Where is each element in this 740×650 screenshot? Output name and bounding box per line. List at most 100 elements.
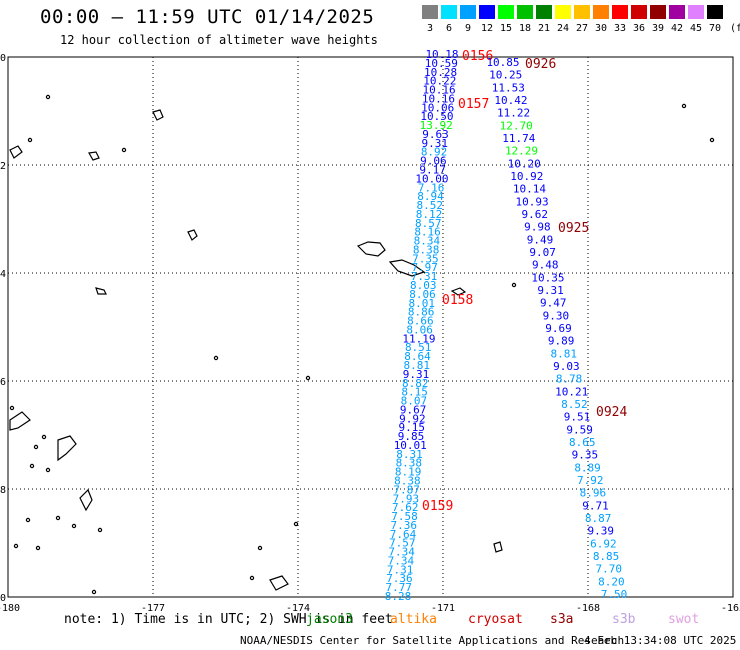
scale-label: 70	[708, 23, 722, 34]
wave-height-label: 8.51	[405, 341, 432, 354]
wave-height-label: 8.01	[409, 297, 436, 310]
wave-height-label: 12.70	[500, 119, 533, 132]
wave-height-label: 10.59	[425, 57, 458, 70]
wave-height-label: 8.96	[580, 487, 607, 500]
wave-height-label: 7.70	[595, 563, 622, 576]
generation-timestamp: 4 Feb 13:34:08 UTC 2025	[584, 634, 737, 647]
map-border	[7, 56, 734, 598]
islet-outline	[13, 543, 19, 549]
scale-label: 45	[689, 23, 703, 34]
wave-height-label: 8.81	[404, 359, 431, 372]
islet-outline	[35, 545, 41, 551]
islet-outline	[249, 575, 255, 581]
islet-outline	[293, 521, 299, 527]
lon-tick-label: -180	[0, 603, 20, 614]
islet-outline	[91, 589, 97, 595]
wave-height-label: 10.50	[420, 110, 453, 123]
wave-height-label: 8.66	[407, 315, 434, 328]
islet-outline	[71, 523, 77, 529]
islet-outline	[41, 434, 47, 440]
island-outline	[9, 145, 23, 159]
wave-height-label: 7.64	[390, 528, 417, 541]
scale-label: 15	[499, 23, 513, 34]
scale-label: 18	[518, 23, 532, 34]
wave-height-label: 7.34	[388, 546, 415, 559]
wave-height-label: 7.62	[392, 501, 419, 514]
wave-height-label: 10.20	[508, 157, 541, 170]
satellite-legend-item: altika	[390, 612, 437, 627]
wave-height-label: 11.53	[492, 81, 525, 94]
island-outline	[57, 435, 77, 462]
wave-height-label: 9.31	[403, 368, 430, 381]
pass-time-label: 0925	[558, 221, 589, 236]
pass-time-label: 0157	[458, 97, 489, 112]
scale-label: 12	[480, 23, 494, 34]
wave-height-label: 8.89	[574, 461, 601, 474]
wave-height-label: 8.82	[402, 377, 429, 390]
wave-height-label: 10.93	[516, 195, 549, 208]
wave-height-label: 9.85	[398, 430, 425, 443]
wave-height-label: 9.69	[545, 322, 572, 335]
islet-outline	[709, 137, 715, 143]
scale-swatch	[631, 5, 647, 19]
scale-label: 24	[556, 23, 570, 34]
wave-height-label: 8.34	[414, 235, 441, 248]
island-outline	[187, 229, 198, 241]
lon-tick-label: -168	[576, 603, 600, 614]
island-outline	[88, 151, 100, 161]
wave-height-label: 8.52	[561, 398, 588, 411]
island-outline	[493, 541, 503, 553]
wave-height-label: 8.38	[413, 243, 440, 256]
island-outline	[79, 488, 93, 512]
scale-swatch	[669, 5, 685, 19]
island-outline	[388, 259, 426, 277]
scale-swatch	[536, 5, 552, 19]
wave-height-label: 10.01	[394, 439, 427, 452]
wave-height-label: 9.03	[553, 360, 580, 373]
lon-tick-label: -171	[431, 603, 455, 614]
island-outline	[450, 287, 467, 296]
scale-swatch	[555, 5, 571, 19]
wave-height-label: 10.14	[513, 183, 546, 196]
wave-height-label: 9.59	[566, 423, 593, 436]
pass-time-label: 0926	[525, 57, 556, 72]
wave-height-label: 6.92	[590, 537, 617, 550]
land-outlines	[9, 94, 715, 595]
wave-height-label: 7.34	[388, 554, 415, 567]
scale-label: 33	[613, 23, 627, 34]
wave-height-label: 10.25	[489, 69, 522, 82]
wave-height-label: 9.67	[400, 403, 427, 416]
wave-height-label: 7.36	[391, 519, 418, 532]
wave-height-label: 12.29	[505, 145, 538, 158]
wave-height-label: 9.06	[420, 155, 447, 168]
map-frame	[7, 56, 734, 598]
scale-swatch	[574, 5, 590, 19]
wave-height-label: 7.16	[418, 181, 445, 194]
wave-height-label: 7.36	[386, 572, 413, 585]
map-subtitle: 12 hour collection of altimeter wave hei…	[60, 33, 378, 47]
scale-swatch	[479, 5, 495, 19]
satellite-legend-item: s3a	[550, 612, 574, 627]
wave-height-label: 10.28	[424, 66, 457, 79]
wave-height-label: 9.62	[521, 208, 548, 221]
wave-height-label: 8.81	[551, 347, 578, 360]
wave-height-label: 9.39	[588, 525, 615, 538]
wave-height-label: 7.92	[577, 474, 604, 487]
wave-height-label: 11.19	[402, 332, 435, 345]
lat-lon-grid	[8, 57, 733, 597]
lat-tick-label: -16	[0, 377, 6, 388]
scale-label: 6	[445, 23, 453, 34]
lat-tick-label: -14	[0, 269, 6, 280]
pass-time-label: 0158	[442, 293, 473, 308]
scale-swatch	[498, 5, 514, 19]
wave-height-label: 8.64	[404, 350, 431, 363]
islet-outline	[27, 137, 33, 143]
scale-label: 39	[651, 23, 665, 34]
wave-height-label: 8.28	[385, 590, 412, 603]
scale-label: 21	[537, 23, 551, 34]
wave-height-label: 8.20	[598, 575, 625, 588]
scale-swatch	[517, 5, 533, 19]
satellite-legend-item: cryosat	[468, 612, 523, 627]
wave-height-label: 9.71	[582, 499, 609, 512]
